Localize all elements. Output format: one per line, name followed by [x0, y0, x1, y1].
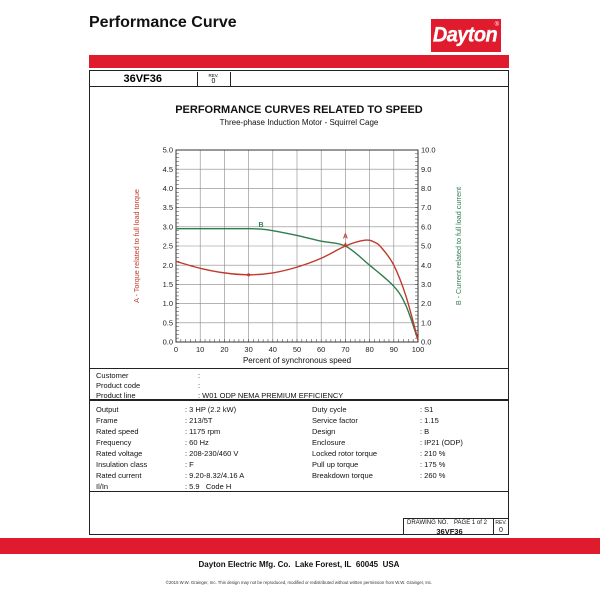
svg-text:90: 90: [390, 345, 398, 354]
svg-text:A - Torque related to full loa: A - Torque related to full load torque: [132, 189, 141, 303]
svg-text:1.0: 1.0: [421, 318, 431, 327]
svg-text:10.0: 10.0: [421, 146, 436, 155]
svg-text:1.5: 1.5: [163, 280, 173, 289]
svg-text:A: A: [343, 234, 348, 241]
svg-text:20: 20: [220, 345, 228, 354]
svg-text:4.5: 4.5: [163, 165, 173, 174]
svg-text:60: 60: [317, 345, 325, 354]
svg-text:80: 80: [365, 345, 373, 354]
svg-text:4.0: 4.0: [163, 184, 173, 193]
svg-text:40: 40: [269, 345, 277, 354]
svg-text:10: 10: [196, 345, 204, 354]
svg-text:5.0: 5.0: [421, 242, 431, 251]
svg-text:30: 30: [244, 345, 252, 354]
svg-text:8.0: 8.0: [421, 184, 431, 193]
svg-text:3.5: 3.5: [163, 203, 173, 212]
svg-text:3.0: 3.0: [421, 280, 431, 289]
svg-text:70: 70: [341, 345, 349, 354]
svg-text:100: 100: [412, 345, 425, 354]
svg-text:6.0: 6.0: [421, 222, 431, 231]
svg-text:B - Current related to full lo: B - Current related to full load current: [454, 187, 463, 305]
svg-text:Percent of synchronous speed: Percent of synchronous speed: [243, 356, 351, 365]
svg-text:0.0: 0.0: [163, 338, 173, 347]
svg-text:2.5: 2.5: [163, 242, 173, 251]
svg-text:2.0: 2.0: [421, 299, 431, 308]
svg-text:B: B: [258, 222, 263, 229]
svg-text:50: 50: [293, 345, 301, 354]
svg-text:0: 0: [174, 345, 178, 354]
svg-text:3.0: 3.0: [163, 222, 173, 231]
svg-text:0.5: 0.5: [163, 318, 173, 327]
svg-text:4.0: 4.0: [421, 261, 431, 270]
svg-text:2.0: 2.0: [163, 261, 173, 270]
svg-text:7.0: 7.0: [421, 203, 431, 212]
svg-text:1.0: 1.0: [163, 299, 173, 308]
svg-text:5.0: 5.0: [163, 146, 173, 155]
svg-text:9.0: 9.0: [421, 165, 431, 174]
